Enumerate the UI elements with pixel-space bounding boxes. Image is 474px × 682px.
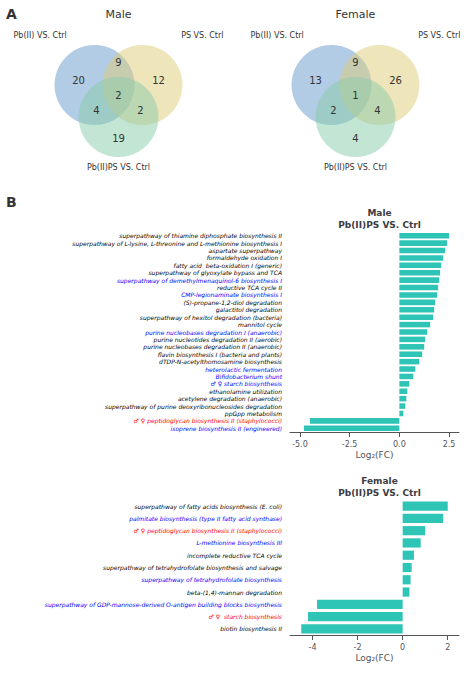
svg-text:purine nucleobases degradation: purine nucleobases degradation II (anaer…: [143, 343, 282, 351]
svg-text:9: 9: [352, 57, 358, 68]
svg-text:4: 4: [93, 105, 99, 116]
svg-text:superpathway of thiamine dipho: superpathway of thiamine diphosphate bio…: [119, 232, 282, 240]
svg-text:Male: Male: [105, 8, 131, 21]
svg-text:Female: Female: [336, 8, 376, 21]
svg-text:Female: Female: [361, 476, 398, 486]
svg-text:CMP-legionaminate biosynthesis: CMP-legionaminate biosynthesis I: [181, 291, 282, 299]
svg-text:reductive TCA cycle II: reductive TCA cycle II: [216, 284, 282, 292]
svg-text:13: 13: [309, 75, 322, 86]
svg-text:mannitol cycle: mannitol cycle: [238, 321, 282, 329]
svg-text:20: 20: [72, 75, 85, 86]
svg-text:incomplete reductive TCA cycle: incomplete reductive TCA cycle: [187, 552, 282, 560]
svg-text:♂ ♀ starch biosynthesis: ♂ ♀ starch biosynthesis: [208, 613, 282, 621]
svg-text:0: 0: [400, 643, 405, 652]
svg-text:1: 1: [352, 90, 358, 101]
svg-text:superpathway of hexitol degrad: superpathway of hexitol degradation (bac…: [139, 313, 282, 321]
svg-text:PS VS. Ctrl: PS VS. Ctrl: [418, 31, 460, 40]
svg-text:superpathway of L-lysine, L-th: superpathway of L-lysine, L-threonine an…: [72, 239, 282, 247]
svg-text:ppGpp metabolism: ppGpp metabolism: [224, 410, 282, 417]
svg-text:Log₂(FC): Log₂(FC): [355, 450, 393, 460]
svg-text:isoprene biosynthesis II (engi: isoprene biosynthesis II (engineered): [171, 425, 282, 433]
svg-text:♂ ♀ peptidoglycan biosynthesis: ♂ ♀ peptidoglycan biosynthesis II (staph…: [134, 527, 282, 535]
svg-text:Male: Male: [367, 208, 391, 218]
svg-text:ethanolamine utilization: ethanolamine utilization: [209, 388, 282, 395]
svg-text:Pb(II)PS VS. Ctrl: Pb(II)PS VS. Ctrl: [324, 163, 387, 172]
svg-text:dTDP-N-acetylthomosamine biosy: dTDP-N-acetylthomosamine biosynthesis: [159, 358, 282, 366]
svg-text:2: 2: [115, 90, 121, 101]
svg-text:2: 2: [137, 105, 143, 116]
svg-text:galactitol degradation: galactitol degradation: [215, 306, 282, 314]
svg-text:Bifidobacterium shunt: Bifidobacterium shunt: [215, 373, 282, 380]
svg-text:♂ ♀ peptidoglycan biosynthesis: ♂ ♀ peptidoglycan biosynthesis II (staph…: [133, 417, 282, 425]
svg-text:palmitate biosynthesis (type I: palmitate biosynthesis (type II fatty ac…: [128, 515, 282, 523]
svg-text:aspartate superpathway: aspartate superpathway: [208, 247, 282, 254]
svg-text:0.0: 0.0: [393, 440, 406, 449]
svg-text:Pb(II)PS VS. Ctrl: Pb(II)PS VS. Ctrl: [338, 488, 421, 498]
svg-text:superpathway of fatty acids bi: superpathway of fatty acids biosynthesis…: [134, 503, 282, 511]
svg-text:-2: -2: [354, 643, 362, 652]
svg-text:Pb(II) VS. Ctrl: Pb(II) VS. Ctrl: [251, 31, 304, 40]
svg-text:♂ ♀ starch biosynthesis: ♂ ♀ starch biosynthesis: [210, 380, 282, 388]
svg-text:2.5: 2.5: [443, 440, 456, 449]
svg-text:superpathway of glyoxylate byp: superpathway of glyoxylate bypass and TC…: [148, 269, 282, 277]
svg-text:flavin biosynthesis I (bacteri: flavin biosynthesis I (bacteria and plan…: [157, 350, 282, 358]
svg-text:12: 12: [152, 75, 165, 86]
svg-text:9: 9: [115, 57, 121, 68]
svg-text:beta-(1,4)-mannan degradation: beta-(1,4)-mannan degradation: [187, 589, 282, 597]
svg-text:4: 4: [374, 105, 380, 116]
svg-text:superpathway of GDP-mannose-de: superpathway of GDP-mannose-derived O-an…: [45, 601, 282, 609]
svg-text:superpathway of tetrahydrofola: superpathway of tetrahydrofolate biosynt…: [103, 564, 282, 572]
svg-text:19: 19: [112, 133, 125, 144]
svg-text:fatty acid beta-oxidation I (g: fatty acid beta-oxidation I (generic): [173, 261, 282, 269]
svg-text:4: 4: [352, 133, 358, 144]
svg-text:-4: -4: [309, 643, 317, 652]
svg-text:superpathway of purine deoxyri: superpathway of purine deoxyribonucleosi…: [105, 402, 282, 410]
svg-text:Pb(II) VS. Ctrl: Pb(II) VS. Ctrl: [14, 31, 67, 40]
svg-text:26: 26: [389, 75, 402, 86]
svg-text:superpathway of tetrahydrofola: superpathway of tetrahydrofolate biosynt…: [141, 576, 282, 584]
svg-text:purine nucleobases degradation: purine nucleobases degradation I (anaero…: [145, 328, 282, 336]
svg-text:2: 2: [445, 643, 450, 652]
svg-text:heterolactic fermentation: heterolactic fermentation: [205, 366, 282, 373]
svg-text:2: 2: [330, 105, 336, 116]
svg-text:Pb(II)PS VS. Ctrl: Pb(II)PS VS. Ctrl: [87, 163, 150, 172]
svg-text:-2.5: -2.5: [342, 440, 358, 449]
svg-text:PS VS. Ctrl: PS VS. Ctrl: [181, 31, 223, 40]
svg-text:purine nucleotides degradation: purine nucleotides degradation II (aerob…: [153, 335, 282, 343]
svg-text:acetylene degradation (anaerob: acetylene degradation (anaerobic): [177, 395, 282, 403]
svg-text:Pb(II)PS VS. Ctrl: Pb(II)PS VS. Ctrl: [338, 220, 421, 230]
svg-text:Log₂(FC): Log₂(FC): [355, 653, 393, 663]
svg-text:L-methionine biosynthesis III: L-methionine biosynthesis III: [196, 539, 282, 547]
svg-text:A: A: [6, 6, 17, 22]
svg-text:B: B: [6, 194, 17, 210]
svg-text:biotin biosynthesis II: biotin biosynthesis II: [220, 625, 282, 633]
svg-text:(S)-propane-1,2-diol degradati: (S)-propane-1,2-diol degradation: [183, 298, 282, 306]
svg-text:-5.0: -5.0: [292, 440, 308, 449]
svg-text:superpathway of demethylmenaqu: superpathway of demethylmenaquinol-6 bio…: [116, 276, 282, 284]
svg-text:formaldehyde oxidation I: formaldehyde oxidation I: [206, 254, 282, 262]
